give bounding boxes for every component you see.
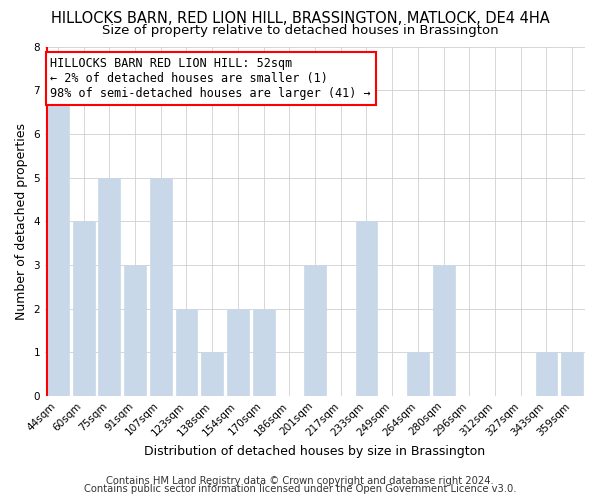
Bar	[433, 265, 455, 396]
Bar	[201, 352, 223, 396]
Text: Contains public sector information licensed under the Open Government Licence v3: Contains public sector information licen…	[84, 484, 516, 494]
Bar	[176, 308, 197, 396]
Bar	[227, 308, 249, 396]
Bar	[536, 352, 557, 396]
Bar	[73, 221, 95, 396]
Text: HILLOCKS BARN, RED LION HILL, BRASSINGTON, MATLOCK, DE4 4HA: HILLOCKS BARN, RED LION HILL, BRASSINGTO…	[50, 11, 550, 26]
Text: Size of property relative to detached houses in Brassington: Size of property relative to detached ho…	[101, 24, 499, 37]
Text: HILLOCKS BARN RED LION HILL: 52sqm
← 2% of detached houses are smaller (1)
98% o: HILLOCKS BARN RED LION HILL: 52sqm ← 2% …	[50, 57, 371, 100]
Bar	[356, 221, 377, 396]
Bar	[561, 352, 583, 396]
Bar	[98, 178, 120, 396]
Bar	[407, 352, 429, 396]
Bar	[124, 265, 146, 396]
Bar	[150, 178, 172, 396]
Y-axis label: Number of detached properties: Number of detached properties	[15, 122, 28, 320]
X-axis label: Distribution of detached houses by size in Brassington: Distribution of detached houses by size …	[145, 444, 485, 458]
Bar	[47, 90, 69, 396]
Bar	[304, 265, 326, 396]
Bar	[253, 308, 275, 396]
Text: Contains HM Land Registry data © Crown copyright and database right 2024.: Contains HM Land Registry data © Crown c…	[106, 476, 494, 486]
